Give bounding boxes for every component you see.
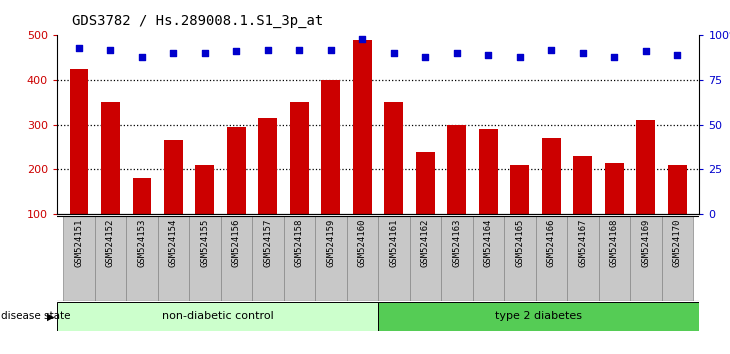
Bar (284, 216, 315, 301)
Bar (504, 216, 536, 301)
Text: GSM524169: GSM524169 (642, 218, 650, 267)
Bar (126, 216, 158, 301)
Bar (661, 216, 693, 301)
Text: GSM524151: GSM524151 (74, 218, 83, 267)
Point (451, 50, 463, 56)
Point (545, 47, 557, 52)
Bar (69, 69, 88, 214)
Text: non-diabetic control: non-diabetic control (161, 312, 274, 321)
Point (199, 50, 211, 56)
Point (168, 50, 180, 56)
Bar (164, 141, 183, 214)
Bar (189, 216, 220, 301)
Text: GSM524167: GSM524167 (578, 218, 588, 267)
Text: disease state: disease state (1, 312, 71, 321)
Text: GSM524158: GSM524158 (295, 218, 304, 267)
Bar (573, 156, 592, 214)
Bar (447, 125, 466, 214)
Bar (321, 80, 340, 214)
Bar (637, 120, 656, 214)
Point (672, 52, 683, 58)
Bar (441, 216, 472, 301)
Bar (605, 163, 623, 214)
Bar (416, 152, 435, 214)
Bar (57, 302, 378, 331)
Bar (101, 102, 120, 214)
Text: GSM524159: GSM524159 (326, 218, 335, 267)
Bar (510, 165, 529, 214)
Bar (479, 129, 498, 214)
Point (420, 54, 431, 60)
Point (325, 47, 337, 52)
Bar (258, 118, 277, 214)
Bar (542, 138, 561, 214)
Point (514, 54, 526, 60)
Point (73, 45, 85, 51)
Point (356, 36, 368, 42)
Text: GSM524163: GSM524163 (453, 218, 461, 267)
Bar (353, 40, 372, 214)
Bar (196, 165, 215, 214)
Bar (315, 216, 347, 301)
Bar (252, 216, 284, 301)
Point (640, 48, 652, 54)
Bar (599, 216, 630, 301)
Bar (472, 216, 504, 301)
Text: GSM524154: GSM524154 (169, 218, 178, 267)
Point (293, 47, 305, 52)
Text: GSM524164: GSM524164 (484, 218, 493, 267)
Text: GDS3782 / Hs.289008.1.S1_3p_at: GDS3782 / Hs.289008.1.S1_3p_at (72, 14, 323, 28)
Text: GSM524155: GSM524155 (201, 218, 210, 267)
Bar (95, 216, 126, 301)
Point (104, 47, 116, 52)
Point (483, 52, 494, 58)
Bar (290, 102, 309, 214)
Text: GSM524162: GSM524162 (421, 218, 430, 267)
Text: GSM524165: GSM524165 (515, 218, 524, 267)
Bar (630, 216, 661, 301)
Point (388, 50, 400, 56)
Bar (410, 216, 441, 301)
Bar (385, 102, 404, 214)
Text: GSM524157: GSM524157 (264, 218, 272, 267)
Bar (378, 216, 410, 301)
Text: GSM524156: GSM524156 (232, 218, 241, 267)
Point (231, 48, 242, 54)
Text: GSM524170: GSM524170 (673, 218, 682, 267)
Bar (220, 216, 252, 301)
Text: GSM524153: GSM524153 (137, 218, 147, 267)
Bar (227, 127, 246, 214)
Bar (378, 302, 699, 331)
Text: type 2 diabetes: type 2 diabetes (495, 312, 583, 321)
Text: GSM524168: GSM524168 (610, 218, 619, 267)
Bar (158, 216, 189, 301)
Bar (567, 216, 599, 301)
Text: GSM524161: GSM524161 (389, 218, 399, 267)
Point (609, 54, 620, 60)
Bar (64, 216, 95, 301)
Bar (668, 165, 687, 214)
Point (262, 47, 274, 52)
Point (136, 54, 147, 60)
Text: GSM524152: GSM524152 (106, 218, 115, 267)
Text: ▶: ▶ (47, 312, 54, 321)
Text: GSM524166: GSM524166 (547, 218, 556, 267)
Bar (347, 216, 378, 301)
Text: GSM524160: GSM524160 (358, 218, 367, 267)
Bar (133, 178, 151, 214)
Point (577, 50, 588, 56)
Bar (536, 216, 567, 301)
